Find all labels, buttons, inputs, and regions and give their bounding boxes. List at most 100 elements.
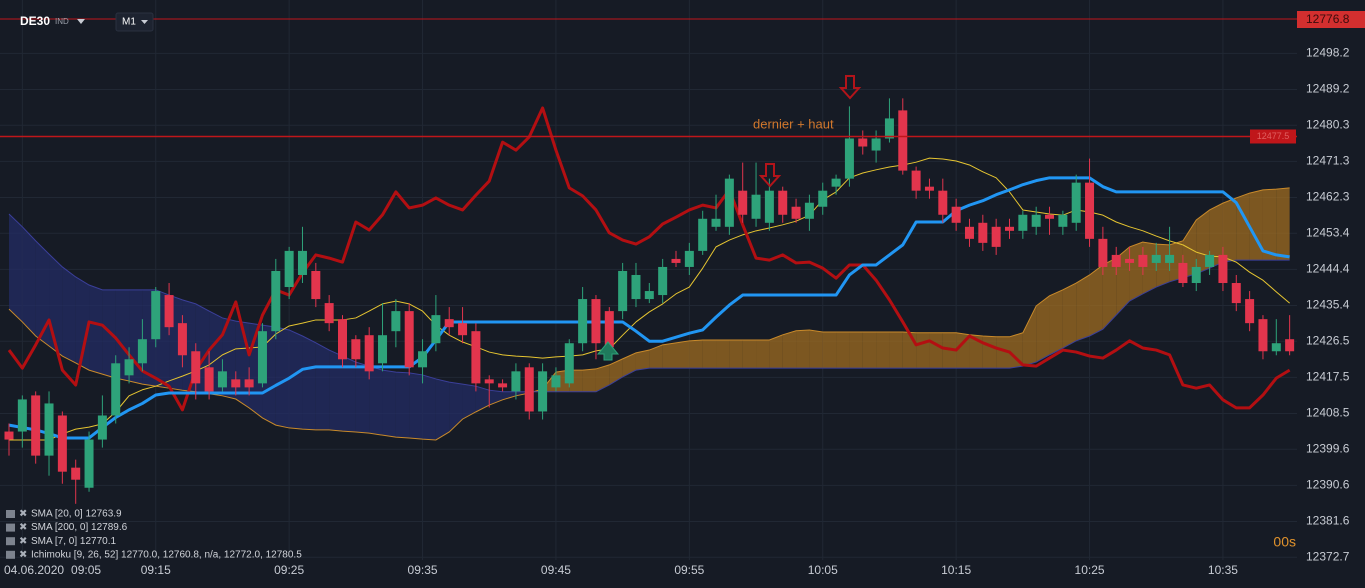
cloud-segment (649, 344, 663, 369)
candle-body (1285, 339, 1295, 352)
cloud-segment (62, 266, 76, 363)
legend-entry: SMA [200, 0] 12789.6 (31, 522, 128, 533)
candle-body (578, 299, 588, 344)
candle-body (818, 190, 828, 207)
candle-body (444, 319, 454, 328)
candle-body (911, 170, 921, 191)
candle-body (284, 250, 294, 288)
cloud-segment (1102, 258, 1117, 330)
level-label: 12477.5 (1257, 131, 1290, 141)
symbol-dropdown[interactable] (77, 19, 85, 24)
y-tick-label: 12435.4 (1306, 298, 1350, 312)
cloud-segment (435, 378, 450, 440)
candle-body (631, 274, 641, 300)
cloud-segment (1009, 332, 1023, 369)
timeframe-dropdown[interactable] (141, 20, 148, 24)
cloud-segment (22, 226, 36, 336)
cloud-segment (756, 340, 770, 369)
y-tick-label: 12399.6 (1306, 441, 1350, 455)
cloud-segment (115, 289, 130, 381)
legend-close-icon[interactable]: ✖ (19, 509, 27, 520)
x-tick-label: 09:05 (71, 563, 101, 577)
cloud-segment (689, 340, 703, 369)
cloud-segment (475, 386, 490, 412)
cloud-segment (716, 340, 730, 369)
legend-close-icon[interactable]: ✖ (19, 536, 27, 547)
cloud-segment (902, 331, 917, 369)
sell-signal (758, 75, 862, 188)
cloud-segment (809, 329, 823, 369)
legend-close-icon[interactable]: ✖ (19, 549, 27, 560)
cloud-segment (369, 366, 383, 436)
cloud-span (8, 187, 1290, 441)
cloud-segment (35, 240, 50, 347)
symbol-type[interactable]: IND (55, 17, 69, 26)
candle-body (244, 379, 254, 388)
candle-body (738, 190, 748, 215)
candle-body (124, 359, 134, 376)
legend-entry: SMA [7, 0] 12770.1 (31, 536, 116, 547)
price-levels: 12477.5 dernier + haut 12776.8 (0, 11, 1365, 144)
cloud-segment (889, 331, 903, 369)
candle-body (391, 311, 401, 332)
candle-body (71, 467, 81, 480)
candle-body (431, 315, 441, 344)
x-tick-label: 09:25 (274, 563, 304, 577)
cloud-segment (1236, 193, 1250, 261)
symbol[interactable]: DE30 (20, 14, 50, 28)
cloud-segment (409, 372, 423, 440)
candle-body (137, 339, 147, 364)
candle-body (1165, 254, 1175, 263)
candle-body (791, 206, 801, 219)
y-tick-label: 12426.5 (1306, 333, 1350, 347)
candle-body (1125, 258, 1135, 263)
buy-signal (596, 341, 620, 361)
y-tick-label: 12390.6 (1306, 478, 1350, 492)
candle-body (1018, 214, 1028, 231)
y-tick-label: 12372.7 (1306, 549, 1350, 563)
legend-menu-icon[interactable] (6, 537, 15, 546)
candle-body (1071, 182, 1081, 223)
candle-body (418, 351, 428, 368)
candle-body (671, 258, 681, 263)
indicator-line (7, 106, 1291, 412)
candle-body (164, 295, 174, 328)
axes: 12498.2 12489.2 12480.3 12471.3 12462.3 12453… (4, 46, 1350, 578)
candle-body (724, 178, 734, 227)
cloud-segment (1129, 242, 1143, 302)
cloud-segment (289, 329, 303, 430)
cloud-segment (702, 340, 717, 369)
legend-menu-icon[interactable] (6, 510, 15, 518)
cloud-segment (462, 384, 476, 420)
candle-body (778, 190, 788, 215)
x-tick-label: 09:55 (674, 563, 704, 577)
cloud-segment (1209, 203, 1223, 269)
cloud-segment (1276, 187, 1290, 261)
y-tick-label: 12444.4 (1306, 262, 1350, 276)
cloud-segment (315, 342, 330, 430)
candles (4, 98, 1295, 504)
candle-body (1058, 214, 1068, 227)
timeframe[interactable]: M1 (122, 17, 136, 28)
legend-menu-icon[interactable] (6, 523, 15, 532)
candle-body (644, 291, 654, 300)
candle-body (4, 431, 14, 440)
candle-body (17, 399, 27, 432)
timeframe-button[interactable] (115, 12, 154, 32)
candle-body (1231, 283, 1241, 304)
candle-body (684, 250, 694, 267)
candle-body (1151, 254, 1161, 263)
bid-tag (1297, 11, 1365, 28)
cloud-segment (75, 276, 90, 371)
legend-menu-icon[interactable] (6, 550, 15, 559)
x-tick-label: 10:25 (1075, 563, 1105, 577)
x-tick-label: 09:35 (408, 563, 438, 577)
candle-body (484, 379, 494, 384)
date-label: 04.06.2020 (4, 563, 64, 577)
legend-close-icon[interactable]: ✖ (19, 522, 27, 533)
y-tick-label: 12408.5 (1306, 406, 1350, 420)
y-tick-label: 12471.3 (1306, 154, 1350, 168)
candle-body (524, 367, 534, 412)
candle-body (898, 110, 908, 171)
